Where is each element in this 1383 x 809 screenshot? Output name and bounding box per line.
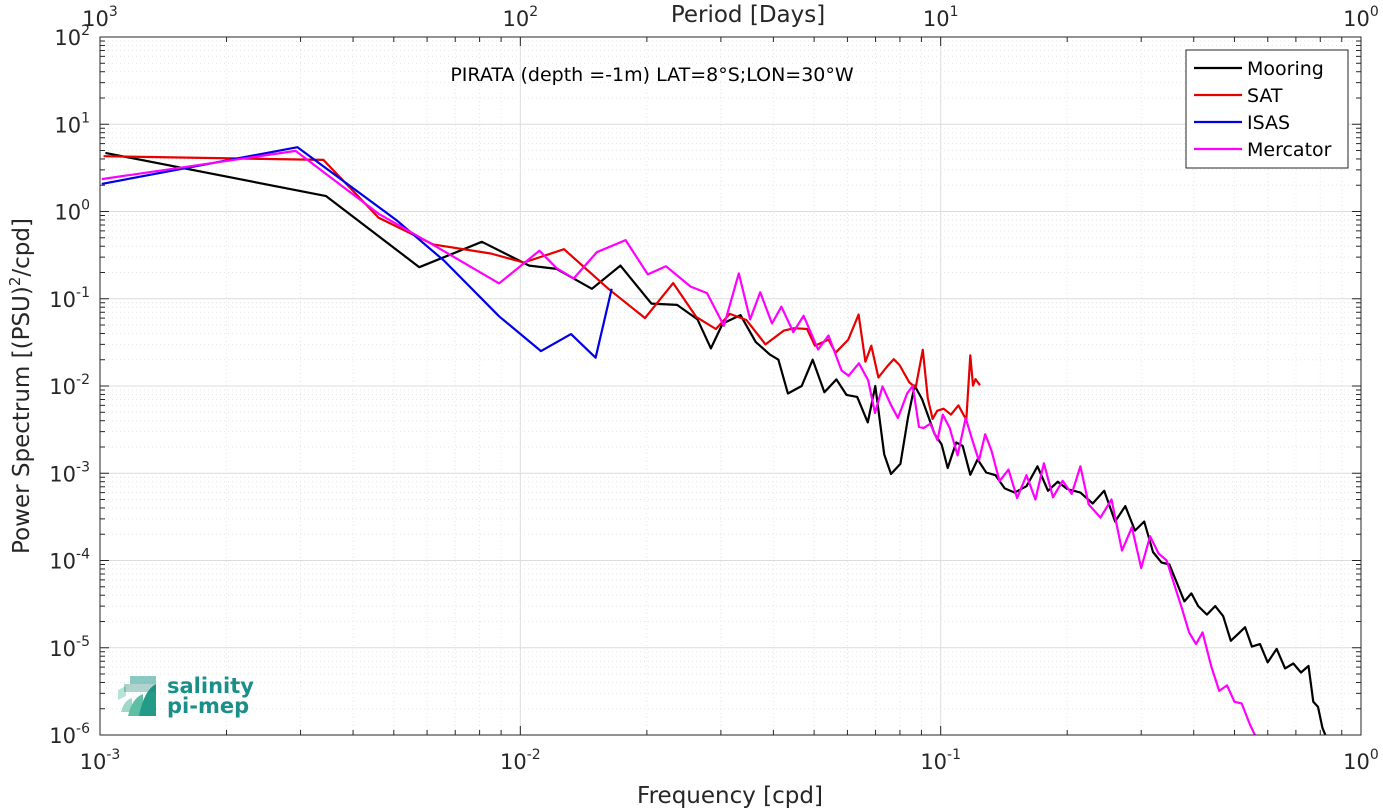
top-tick-label-exp: 3 — [109, 4, 118, 20]
top-tick-label-base: 10 — [503, 7, 530, 31]
salinity-pimep-logo: salinity pi-mep — [118, 674, 254, 718]
y-tick-label-base: 10 — [49, 375, 76, 399]
legend-label-isas: ISAS — [1247, 112, 1290, 134]
y-axis-label-main: Power Spectrum [(PSU) — [9, 286, 35, 554]
ticks — [100, 37, 1361, 735]
top-tick-label-base: 10 — [1343, 7, 1370, 31]
top-tick-label-exp: 0 — [1370, 4, 1379, 20]
x-tick-label: 10-2 — [500, 747, 541, 774]
logo-mark — [118, 676, 156, 716]
top-tick-label: 102 — [503, 4, 539, 31]
y-tick-label: 10-2 — [49, 372, 90, 399]
logo-line1: salinity — [167, 674, 254, 698]
y-tick-label: 10-4 — [49, 547, 90, 574]
series-line-sat — [103, 155, 981, 421]
chart-title: PIRATA (depth =-1m) LAT=8°S;LON=30°W — [450, 64, 854, 86]
y-tick-label: 10-3 — [49, 459, 90, 486]
y-axis-label: Power Spectrum [(PSU)2/cpd] — [6, 218, 35, 554]
y-tick-label-exp: -4 — [76, 547, 90, 563]
x-tick-label-exp: 0 — [1370, 747, 1379, 763]
top-tick-label-base: 10 — [923, 7, 950, 31]
y-tick-label-exp: -3 — [76, 459, 90, 475]
x-tick-label-base: 10 — [1343, 750, 1370, 774]
y-tick-label-base: 10 — [49, 550, 76, 574]
top-tick-label: 103 — [82, 4, 118, 31]
x-tick-label: 100 — [1343, 747, 1379, 774]
top-axis-label: Period [Days] — [671, 2, 825, 28]
legend: Mooring SAT ISAS Mercator — [1185, 49, 1349, 169]
y-tick-label-exp: -5 — [76, 634, 90, 650]
y-tick-label-exp: -6 — [76, 721, 90, 737]
x-tick-label-exp: -1 — [947, 747, 961, 763]
top-tick-label-exp: 2 — [529, 4, 538, 20]
series-line-mooring — [105, 151, 1327, 735]
y-axis-label-sup: 2 — [6, 277, 24, 287]
y-axis-label-tail: /cpd] — [9, 218, 35, 277]
x-tick-label-base: 10 — [920, 750, 947, 774]
y-tick-label-base: 10 — [49, 288, 76, 312]
series-layer — [101, 146, 1327, 735]
x-tick-label-exp: -3 — [106, 747, 120, 763]
series-line-isas — [101, 146, 613, 359]
y-tick-label-exp: 2 — [81, 23, 90, 39]
x-tick-label: 10-1 — [920, 747, 961, 774]
top-tick-label-base: 10 — [82, 7, 109, 31]
legend-items: Mooring SAT ISAS Mercator — [1194, 58, 1332, 161]
top-tick-label: 100 — [1343, 4, 1379, 31]
legend-label-sat: SAT — [1247, 85, 1283, 107]
y-tick-label-exp: -1 — [76, 285, 90, 301]
x-tick-label: 10-3 — [80, 747, 121, 774]
legend-label-mooring: Mooring — [1247, 58, 1324, 80]
y-tick-label: 10-6 — [49, 721, 90, 748]
x-axis-label: Frequency [cpd] — [637, 783, 823, 809]
y-tick-label: 100 — [54, 198, 90, 225]
y-tick-label-base: 10 — [54, 201, 81, 225]
y-tick-label-base: 10 — [49, 637, 76, 661]
logo-line2: pi-mep — [167, 694, 249, 718]
y-tick-label-exp: 0 — [81, 198, 90, 214]
x-tick-label-exp: -2 — [527, 747, 541, 763]
y-tick-label-exp: 1 — [81, 110, 90, 126]
y-tick-label: 101 — [54, 110, 90, 137]
x-tick-label-base: 10 — [80, 750, 107, 774]
grid — [100, 37, 1361, 735]
x-tick-label-base: 10 — [500, 750, 527, 774]
top-tick-label: 101 — [923, 4, 959, 31]
y-tick-label-base: 10 — [49, 724, 76, 748]
y-tick-label-base: 10 — [54, 26, 81, 50]
y-tick-label-base: 10 — [54, 113, 81, 137]
y-tick-label-exp: -2 — [76, 372, 90, 388]
legend-label-mercator: Mercator — [1247, 139, 1332, 161]
y-tick-label: 10-1 — [49, 285, 90, 312]
y-tick-label: 10-5 — [49, 634, 90, 661]
y-tick-label-base: 10 — [49, 462, 76, 486]
series-line-mercator — [101, 149, 1257, 735]
y-tick-label: 102 — [54, 23, 90, 50]
top-tick-label-exp: 1 — [950, 4, 959, 20]
